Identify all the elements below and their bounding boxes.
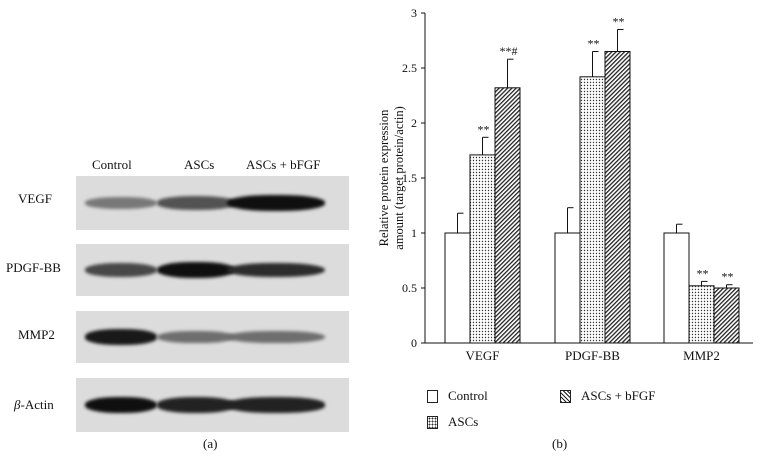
blot-band <box>157 196 235 210</box>
legend-item-ascs: ASCs <box>427 414 478 430</box>
blot-band <box>227 262 325 278</box>
significance-label: ** <box>478 122 490 136</box>
bar <box>494 87 521 344</box>
legend-item-control: Control <box>427 388 488 404</box>
bar <box>663 232 690 344</box>
y-tick-label: 0 <box>411 336 417 350</box>
legend-label-control: Control <box>448 388 488 403</box>
bar <box>604 51 631 344</box>
blot-band <box>227 397 325 413</box>
panel-caption-b: (b) <box>552 436 568 451</box>
y-tick-label: 3 <box>411 6 417 20</box>
blot-band <box>85 329 157 345</box>
legend-swatch-control <box>427 389 438 403</box>
blot-band <box>157 397 235 413</box>
legend-swatch-ascs <box>427 415 438 429</box>
legend-swatch-ascs-bfgf <box>560 389 571 403</box>
panel-caption-a: (a) <box>203 436 218 451</box>
row-label-mmp2: MMP2 <box>18 327 55 342</box>
bar <box>444 232 471 344</box>
x-tick-label: VEGF <box>466 348 500 363</box>
y-axis-label-line1: Relative protein expression <box>377 109 391 247</box>
blot-strip-beta-actin <box>76 378 349 432</box>
beta-symbol: β <box>14 397 21 412</box>
blot-band <box>85 263 157 277</box>
significance-label: **# <box>500 44 518 58</box>
blot-band <box>227 195 325 211</box>
blot-band <box>227 330 325 344</box>
significance-label: ** <box>588 37 600 51</box>
blot-band <box>85 196 157 210</box>
y-tick-label: 2.5 <box>402 61 417 75</box>
blot-band <box>157 262 235 278</box>
legend-item-ascs-bfgf: ASCs + bFGF <box>560 388 656 404</box>
bar <box>554 232 581 344</box>
bar-chart-panel: 0 0.5 1 1.5 2 2.5 3 Relative protein expression… <box>370 0 763 460</box>
y-tick-label: 0.5 <box>402 281 417 295</box>
significance-label: ** <box>613 15 625 29</box>
x-tick-label: MMP2 <box>683 348 720 363</box>
y-tick-label: 1.5 <box>402 171 417 185</box>
x-tick-label: PDGF-BB <box>565 348 620 363</box>
lane-header-ascs: ASCs <box>184 157 215 172</box>
blot-strip-vegf <box>76 176 349 230</box>
bar <box>713 287 740 344</box>
legend-label-ascs-bfgf: ASCs + bFGF <box>581 388 656 403</box>
row-label-actin-text: -Actin <box>20 397 54 412</box>
blot-strip-pdgf-bb <box>76 244 349 296</box>
blot-band <box>85 397 157 413</box>
y-axis-label-line2: amount (target protein/actin) <box>392 106 406 249</box>
significance-label: ** <box>722 270 734 284</box>
western-blot-panel: Control ASCs ASCs + bFGF VEGF PDGF-BB MM… <box>0 0 370 460</box>
y-tick-label: 2 <box>411 116 417 130</box>
row-label-beta-actin: β-Actin <box>14 397 54 413</box>
significance-label: ** <box>697 266 709 280</box>
lane-header-control: Control <box>92 157 132 172</box>
row-label-vegf: VEGF <box>18 191 52 206</box>
bar <box>469 154 496 344</box>
y-tick-label: 1 <box>411 226 417 240</box>
lane-header-ascs-bfgf: ASCs + bFGF <box>246 157 321 172</box>
bar <box>579 76 606 344</box>
blot-band <box>157 330 235 344</box>
row-label-pdgf-bb: PDGF-BB <box>6 260 61 275</box>
bar-chart: 0 0.5 1 1.5 2 2.5 3 Relative protein expression… <box>377 6 753 363</box>
legend-label-ascs: ASCs <box>448 414 479 429</box>
bar <box>688 285 715 344</box>
blot-strip-mmp2 <box>76 311 349 363</box>
